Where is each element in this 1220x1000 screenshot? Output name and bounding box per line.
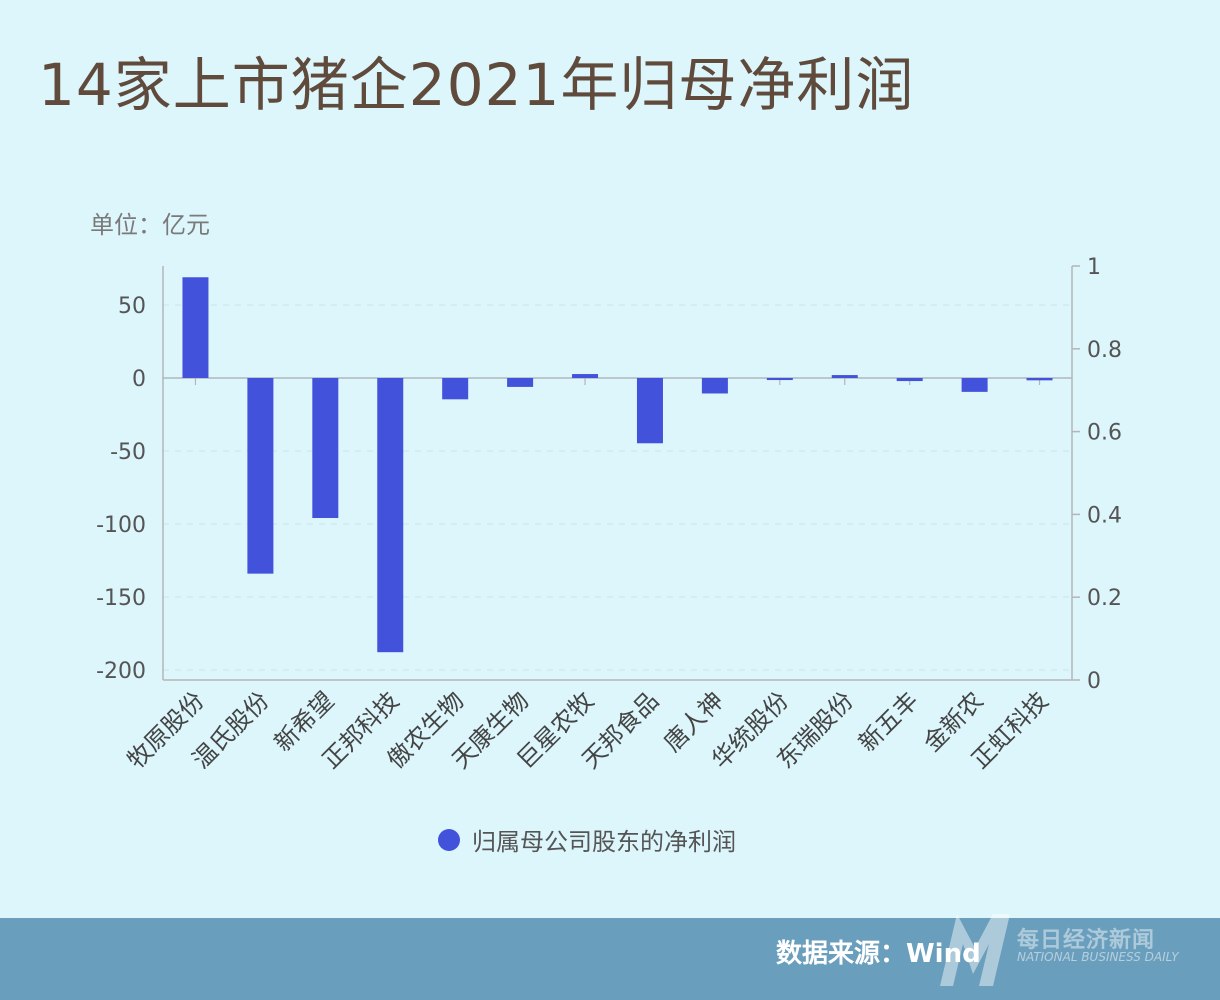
axes	[162, 265, 1080, 681]
y-tick-label: 0	[132, 367, 146, 392]
legend-marker	[438, 828, 460, 851]
y2-tick-label: 0	[1087, 669, 1101, 694]
footer-bar: 每日经济新闻 NATIONAL BUSINESS DAILY 数据来源：Wind	[0, 914, 1220, 1000]
bar-10	[766, 378, 793, 381]
watermark-en: NATIONAL BUSINESS DAILY	[1017, 950, 1179, 964]
y-tick-label: -100	[96, 513, 146, 538]
unit-label: 单位：亿元	[90, 211, 210, 239]
page-title: 14家上市猪企2021年归母净利润	[38, 51, 915, 119]
grid-lines	[163, 304, 1072, 671]
bars	[182, 277, 1053, 653]
bar-4	[377, 378, 404, 653]
bar-9	[701, 378, 728, 394]
bar-8	[636, 378, 663, 444]
bar-7	[572, 374, 599, 378]
bar-3	[312, 378, 339, 519]
y2-tick-label: 0.6	[1087, 421, 1122, 446]
bar-2	[247, 378, 274, 574]
y2-tick-label: 0.2	[1087, 586, 1122, 611]
bar-5	[442, 378, 469, 400]
y2-tick-label: 0.4	[1087, 503, 1122, 528]
source-text: 数据来源：Wind	[776, 939, 981, 969]
watermark-logo: 每日经济新闻 NATIONAL BUSINESS DAILY	[935, 886, 1195, 996]
x-tick-label: 新五丰	[853, 686, 924, 757]
y2-tick-label: 1	[1087, 255, 1101, 280]
y2-tick-label: 0.8	[1087, 338, 1122, 363]
y-tick-label: 50	[118, 294, 146, 319]
bar-11	[831, 375, 858, 378]
y-tick-label: -50	[110, 440, 146, 465]
y-tick-label: -200	[96, 659, 146, 684]
legend-label: 归属母公司股东的净利润	[472, 828, 736, 856]
nbd-logo-icon	[940, 914, 1010, 986]
bar-6	[507, 378, 534, 387]
bar-chart: 500-50-100-150-20010.80.60.40.20牧原股份温氏股份…	[96, 255, 1122, 774]
bar-13	[961, 378, 988, 392]
bar-1	[182, 277, 209, 378]
legend[interactable]: 归属母公司股东的净利润	[438, 822, 736, 857]
y-tick-label: -150	[96, 586, 146, 611]
watermark-cn: 每日经济新闻	[1017, 927, 1156, 953]
bar-12	[896, 378, 923, 382]
bar-14	[1026, 378, 1053, 381]
